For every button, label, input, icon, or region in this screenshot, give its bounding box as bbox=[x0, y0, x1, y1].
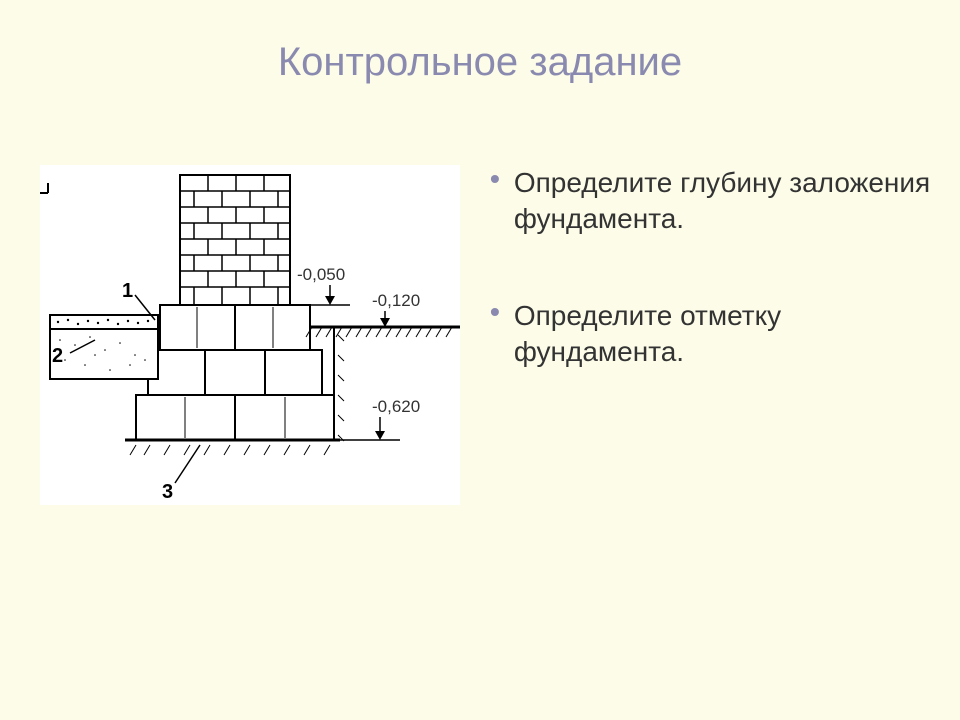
bullet-item-1: • Определите глубину заложения фундамент… bbox=[490, 165, 940, 238]
diagram-column: 1 2 3 -0,050 -0,120 -0,620 bbox=[0, 165, 480, 505]
foundation-diagram: 1 2 3 -0,050 -0,120 -0,620 bbox=[40, 165, 460, 505]
foundation-blocks bbox=[136, 305, 334, 440]
slide-title: Контрольное задание bbox=[0, 0, 960, 85]
elev-label-ground: -0,120 bbox=[370, 291, 422, 311]
bullet-item-2: • Определите отметку фундамента. bbox=[490, 298, 940, 371]
brick-wall bbox=[180, 175, 290, 305]
callout-1: 1 bbox=[122, 280, 133, 302]
bullet-dot-icon: • bbox=[490, 296, 500, 371]
elev-label-top: -0,050 bbox=[295, 265, 347, 285]
foundation-svg: 1 2 3 bbox=[40, 165, 460, 505]
elev-label-bottom: -0,620 bbox=[370, 397, 422, 417]
text-column: • Определите глубину заложения фундамент… bbox=[480, 165, 940, 505]
callout-3: 3 bbox=[162, 481, 173, 503]
callout-2: 2 bbox=[52, 345, 63, 367]
elevation-mark-bottom bbox=[334, 415, 415, 440]
bullet-dot-icon: • bbox=[490, 163, 500, 238]
elevation-mark-top bbox=[310, 285, 350, 305]
bullet-text-1: Определите глубину заложения фундамента. bbox=[514, 165, 940, 238]
floor-layers bbox=[50, 315, 158, 379]
bullet-text-2: Определите отметку фундамента. bbox=[514, 298, 940, 371]
content-area: 1 2 3 -0,050 -0,120 -0,620 • Определите … bbox=[0, 165, 960, 505]
